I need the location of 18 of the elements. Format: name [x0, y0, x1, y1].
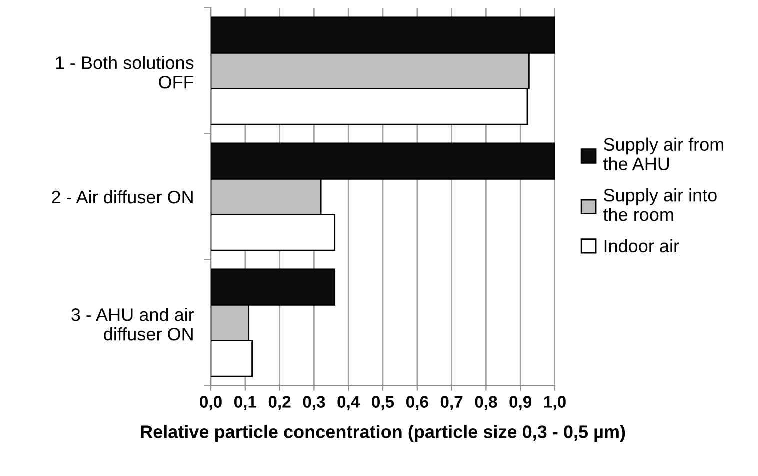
- x-tick-label: 0,2: [268, 396, 291, 410]
- x-tick-label: 0,0: [200, 396, 222, 410]
- legend-label: Indoor air: [604, 239, 680, 253]
- x-tick-label: 0,9: [510, 396, 532, 410]
- y-tick-label: 3 - AHU and air diffuser ON: [72, 308, 194, 341]
- legend-label: Supply air from the AHU: [604, 138, 724, 171]
- x-tick-label: 0,5: [372, 396, 394, 410]
- x-tick-label: 0,6: [406, 396, 428, 410]
- x-tick-label: 0,7: [440, 396, 463, 410]
- legend-label: Supply air into the room: [604, 188, 717, 222]
- x-tick-label: 0,8: [475, 396, 498, 410]
- x-axis-title: Relative particle concentration (particle size 0,3 - 0,5 µm): [141, 425, 626, 442]
- x-tick-label: 1,0: [544, 396, 566, 410]
- y-tick-label: 1 - Both solutions OFF: [56, 56, 194, 89]
- y-tick-label: 2 - Air diffuser ON: [52, 190, 193, 204]
- x-tick-label: 0,3: [303, 396, 326, 410]
- x-tick-label: 0,1: [234, 396, 257, 410]
- x-tick-label: 0,4: [338, 396, 360, 410]
